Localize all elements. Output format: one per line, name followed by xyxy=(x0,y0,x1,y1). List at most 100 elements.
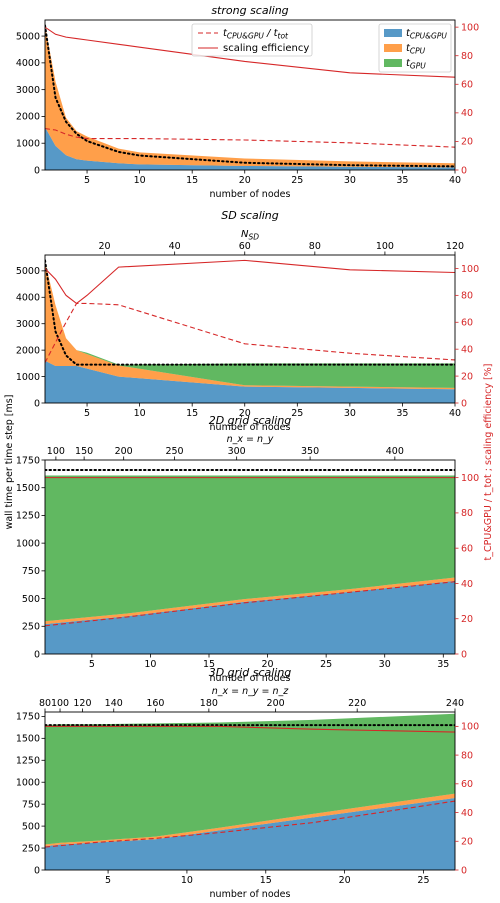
top-tick-label: 120 xyxy=(73,698,91,709)
x-tick-label: 20 xyxy=(262,659,274,670)
axes-frame xyxy=(44,19,456,171)
x-tick-label: 15 xyxy=(260,875,272,886)
x-tick-label: 25 xyxy=(291,175,303,186)
shared-ylabel-right: t_CPU&GPU / t_tot ; scaling efficiency [… xyxy=(483,364,494,561)
top-axis-label: NSD xyxy=(241,229,259,242)
y2-tick-label: 40 xyxy=(461,579,473,590)
x-tick-label: 20 xyxy=(239,408,251,419)
area-gpu xyxy=(45,475,455,622)
top-tick-label: 150 xyxy=(75,446,93,457)
y2-tick-label: 40 xyxy=(461,108,473,119)
x-tick-label: 10 xyxy=(181,875,193,886)
x-tick-label: 20 xyxy=(339,875,351,886)
top-tick-label: 140 xyxy=(105,698,123,709)
x-tick-label: 35 xyxy=(396,408,408,419)
scaling-efficiency-line xyxy=(45,26,455,78)
y-tick-label: 2000 xyxy=(16,345,40,356)
cpu-gpu-ratio-line xyxy=(45,128,455,148)
x-axis-label: number of nodes xyxy=(210,889,291,900)
chart-title: 3D grid scaling xyxy=(209,666,292,679)
y2-tick-label: 80 xyxy=(461,291,473,302)
shared-ylabel-left: wall time per time step [ms] xyxy=(4,395,15,530)
panel-3: 5 10 15 20 25 30 35 number of nodes 0 250 500 750 10… xyxy=(16,414,479,684)
plot-area xyxy=(45,259,455,403)
x-tick-label: 40 xyxy=(449,175,461,186)
x-tick-label: 20 xyxy=(239,175,251,186)
y-tick-label: 500 xyxy=(22,594,40,605)
top-tick-label: 200 xyxy=(115,446,133,457)
y2-tick-label: 20 xyxy=(461,837,473,848)
x-tick-label: 10 xyxy=(134,408,146,419)
y-tick-label: 3000 xyxy=(16,319,40,330)
y2-tick-label: 40 xyxy=(461,808,473,819)
chart-title: SD scaling xyxy=(221,209,279,222)
area-gpu xyxy=(45,713,455,845)
cpu-gpu-ratio-line xyxy=(45,581,455,627)
y2-tick-label: 60 xyxy=(461,80,473,91)
top-tick-label: 160 xyxy=(146,698,164,709)
top-tick-label: 350 xyxy=(301,446,319,457)
top-tick-label: 100 xyxy=(376,241,394,252)
chart-title: 2D grid scaling xyxy=(209,414,292,427)
y2-tick-label: 0 xyxy=(461,165,467,176)
top-tick-label: 300 xyxy=(228,446,246,457)
x-tick-label: 10 xyxy=(144,659,156,670)
legend: tCPU&GPU / ttot scaling efficiency tCPU&GP… xyxy=(191,23,452,73)
plot-area xyxy=(45,713,455,870)
x-tick-label: 25 xyxy=(291,408,303,419)
y-tick-label: 1500 xyxy=(16,483,40,494)
area-cpu-gpu xyxy=(45,798,455,870)
y2-tick-label: 0 xyxy=(461,865,467,876)
axes-frame xyxy=(44,254,456,404)
y2-tick-label: 60 xyxy=(461,543,473,554)
legend-label-cpu: tCPU xyxy=(406,43,426,56)
x-tick-label: 30 xyxy=(379,659,391,670)
top-tick-label: 220 xyxy=(348,698,366,709)
y-tick-label: 1000 xyxy=(16,538,40,549)
x-tick-label: 5 xyxy=(84,175,90,186)
top-tick-label: 120 xyxy=(446,241,464,252)
y2-tick-label: 0 xyxy=(461,398,467,409)
y2-tick-label: 60 xyxy=(461,779,473,790)
x-tick-label: 40 xyxy=(449,408,461,419)
axes-frame xyxy=(44,459,456,655)
x-tick-label: 15 xyxy=(186,175,198,186)
top-tick-label: 180 xyxy=(200,698,218,709)
x-tick-label: 35 xyxy=(396,175,408,186)
legend-swatch-gpu xyxy=(384,59,402,67)
top-tick-label: 200 xyxy=(267,698,285,709)
legend-label-cpu-gpu: tCPU&GPU xyxy=(406,28,447,41)
y-tick-label: 750 xyxy=(22,799,40,810)
y2-tick-label: 20 xyxy=(461,137,473,148)
chart-title: strong scaling xyxy=(211,4,288,17)
y-tick-label: 250 xyxy=(22,622,40,633)
y-tick-label: 1000 xyxy=(16,778,40,789)
y2-tick-label: 40 xyxy=(461,344,473,355)
x-axis-label: number of nodes xyxy=(210,189,291,200)
x-tick-label: 15 xyxy=(203,659,215,670)
y-tick-label: 1750 xyxy=(16,455,40,466)
top-tick-label: 60 xyxy=(239,241,251,252)
legend-label-gpu: tGPU xyxy=(406,58,426,71)
top-tick-label: 40 xyxy=(169,241,181,252)
legend-swatch-cpu-gpu xyxy=(384,29,402,37)
y-tick-label: 0 xyxy=(34,398,40,409)
y-tick-label: 3000 xyxy=(16,85,40,96)
y-tick-label: 2000 xyxy=(16,112,40,123)
axes-frame xyxy=(44,711,456,871)
y-tick-label: 1250 xyxy=(16,511,40,522)
y-tick-label: 0 xyxy=(34,649,40,660)
x-tick-label: 5 xyxy=(89,659,95,670)
x-tick-label: 5 xyxy=(105,875,111,886)
y2-tick-label: 100 xyxy=(461,22,479,33)
y2-tick-label: 80 xyxy=(461,750,473,761)
y-tick-label: 4000 xyxy=(16,293,40,304)
y2-tick-label: 20 xyxy=(461,371,473,382)
y2-tick-label: 60 xyxy=(461,318,473,329)
legend-swatch-cpu xyxy=(384,44,402,52)
y2-tick-label: 80 xyxy=(461,508,473,519)
top-tick-label: 80 xyxy=(39,698,51,709)
